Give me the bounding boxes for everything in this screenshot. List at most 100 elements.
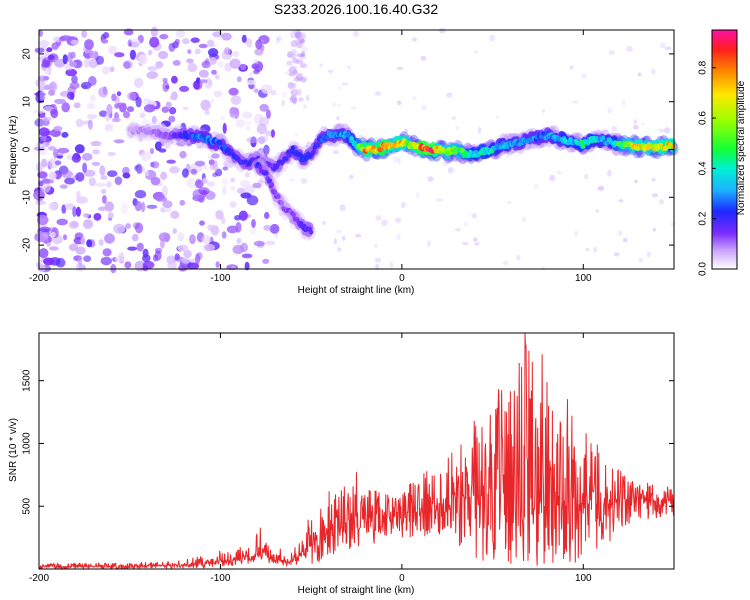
noise-point	[633, 124, 639, 130]
noise-point	[421, 105, 427, 110]
noise-point	[186, 58, 194, 64]
y-tick-label: 0	[22, 146, 33, 152]
noise-point	[300, 178, 308, 184]
noise-point	[48, 89, 56, 96]
noise-point	[41, 158, 48, 168]
noise-point	[257, 136, 266, 145]
spectrogram-y-ticks: -20 -10 0 10 20	[22, 48, 674, 252]
ridge-core	[315, 142, 321, 148]
ridge-core	[505, 144, 510, 150]
noise-point	[36, 214, 49, 226]
noise-point	[290, 30, 295, 39]
noise-point	[395, 217, 401, 223]
noise-point	[65, 68, 77, 77]
noise-point	[265, 109, 271, 119]
noise-point	[83, 213, 90, 218]
noise-point	[171, 75, 178, 84]
noise-point	[275, 38, 280, 45]
noise-point	[427, 176, 434, 182]
noise-point	[198, 79, 208, 84]
noise-point	[240, 179, 251, 188]
noise-point	[176, 140, 186, 147]
noise-point	[102, 195, 107, 204]
noise-point	[223, 47, 231, 55]
noise-point	[162, 77, 168, 83]
y-tick-label: 500	[22, 497, 33, 514]
noise-point	[618, 199, 624, 203]
noise-point	[111, 93, 117, 102]
noise-point	[474, 242, 480, 246]
noise-point	[265, 240, 276, 246]
noise-point	[69, 61, 77, 67]
noise-point	[294, 132, 299, 137]
noise-point	[195, 253, 201, 265]
noise-point	[341, 82, 349, 86]
noise-point	[286, 60, 293, 66]
noise-point	[179, 85, 190, 92]
noise-point	[165, 101, 172, 109]
noise-point	[175, 29, 186, 38]
noise-point	[63, 234, 67, 241]
noise-point	[374, 91, 382, 96]
noise-point	[204, 110, 210, 115]
noise-point	[61, 170, 74, 179]
noise-point	[571, 100, 579, 104]
noise-point	[83, 169, 96, 177]
noise-point	[461, 241, 469, 246]
noise-point	[72, 206, 77, 218]
noise-point	[574, 230, 579, 237]
noise-point	[235, 119, 246, 128]
noise-point	[131, 38, 140, 49]
noise-point	[50, 231, 56, 238]
noise-point	[187, 49, 192, 54]
branch-core	[269, 182, 275, 188]
noise-point	[420, 55, 427, 61]
ridge-core	[601, 135, 606, 141]
noise-point	[101, 39, 109, 44]
noise-point	[445, 92, 453, 98]
noise-point	[651, 178, 656, 182]
noise-point	[99, 110, 108, 117]
noise-point	[125, 223, 131, 229]
noise-point	[503, 260, 509, 266]
ridge-core	[379, 146, 384, 152]
snr-panel: -200 -100 0 100 500 1000 1500 Height of strai…	[8, 332, 675, 596]
noise-point	[89, 50, 98, 59]
branch-core	[291, 212, 296, 218]
noise-point	[210, 225, 220, 236]
noise-point	[201, 234, 212, 245]
branch-core	[276, 194, 281, 200]
noise-point	[289, 69, 297, 74]
noise-point	[49, 246, 59, 251]
noise-point	[61, 102, 70, 113]
noise-point	[541, 109, 546, 113]
noise-point	[207, 48, 219, 57]
x-tick-label: 0	[399, 273, 405, 284]
noise-point	[38, 248, 49, 259]
branch-core	[267, 178, 272, 184]
y-tick-label: 1000	[22, 432, 33, 455]
noise-point	[230, 185, 236, 191]
noise-point	[251, 63, 260, 70]
noise-point	[77, 256, 83, 267]
noise-point	[208, 159, 215, 166]
noise-point	[64, 177, 76, 185]
noise-point	[289, 65, 298, 71]
noise-point	[270, 90, 277, 96]
noise-point	[99, 165, 106, 176]
noise-point	[357, 135, 364, 139]
x-tick-label: -100	[210, 573, 230, 584]
noise-point	[162, 81, 170, 93]
noise-point	[144, 171, 150, 177]
noise-point	[650, 68, 656, 75]
noise-point	[297, 88, 302, 96]
noise-point	[611, 125, 618, 132]
noise-point	[158, 50, 169, 60]
noise-point	[179, 150, 187, 159]
noise-point	[389, 261, 394, 269]
noise-point	[177, 231, 185, 242]
ridge-core	[517, 141, 522, 147]
snr-y-ticks: 500 1000 1500	[22, 369, 674, 515]
noise-point	[122, 172, 131, 179]
